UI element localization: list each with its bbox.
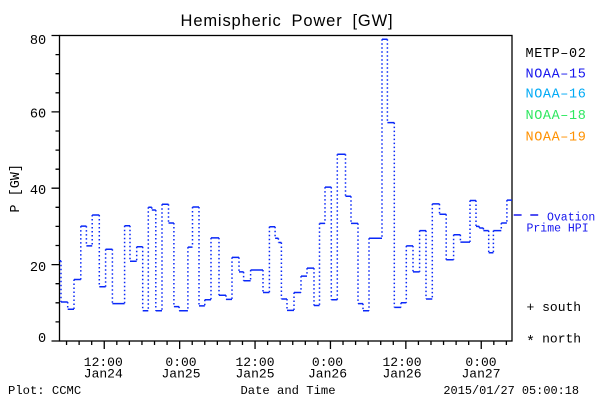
svg-text:0: 0 bbox=[38, 332, 46, 347]
svg-text:2015/01/27 05:00:18: 2015/01/27 05:00:18 bbox=[443, 384, 579, 398]
svg-text:METP–02: METP–02 bbox=[526, 47, 587, 62]
svg-text:Jan24: Jan24 bbox=[84, 367, 123, 382]
svg-text:40: 40 bbox=[30, 184, 46, 199]
svg-text:0:00: 0:00 bbox=[312, 355, 343, 370]
svg-text:60: 60 bbox=[30, 108, 46, 123]
svg-text:Date and Time: Date and Time bbox=[240, 384, 335, 398]
svg-text:12:00: 12:00 bbox=[382, 355, 421, 370]
svg-text:+ south: + south bbox=[527, 300, 582, 315]
svg-text:Jan25: Jan25 bbox=[161, 367, 200, 382]
svg-text:Prime HPI: Prime HPI bbox=[527, 223, 589, 236]
svg-text:NOAA–16: NOAA–16 bbox=[526, 88, 587, 103]
svg-text:12:00: 12:00 bbox=[235, 355, 274, 370]
svg-text:Jan26: Jan26 bbox=[308, 367, 347, 382]
svg-text:*: * bbox=[526, 334, 535, 351]
svg-text:Jan25: Jan25 bbox=[235, 367, 274, 382]
svg-text:Plot: CCMC: Plot: CCMC bbox=[8, 384, 81, 398]
svg-text:Jan27: Jan27 bbox=[461, 367, 500, 382]
svg-text:NOAA–18: NOAA–18 bbox=[526, 109, 587, 124]
svg-text:NOAA–19: NOAA–19 bbox=[526, 130, 587, 145]
svg-text:12:00: 12:00 bbox=[84, 355, 123, 370]
svg-text:80: 80 bbox=[30, 34, 46, 49]
svg-text:Jan26: Jan26 bbox=[382, 367, 421, 382]
svg-text:Hemispheric Power [GW]: Hemispheric Power [GW] bbox=[181, 12, 394, 30]
svg-text:0:00: 0:00 bbox=[165, 355, 196, 370]
svg-text:north: north bbox=[542, 332, 581, 347]
svg-text:NOAA–15: NOAA–15 bbox=[526, 67, 587, 82]
svg-text:20: 20 bbox=[30, 261, 46, 276]
svg-text:0:00: 0:00 bbox=[465, 355, 496, 370]
svg-text:P [GW]: P [GW] bbox=[9, 164, 24, 213]
svg-text:Ovation: Ovation bbox=[547, 212, 595, 225]
